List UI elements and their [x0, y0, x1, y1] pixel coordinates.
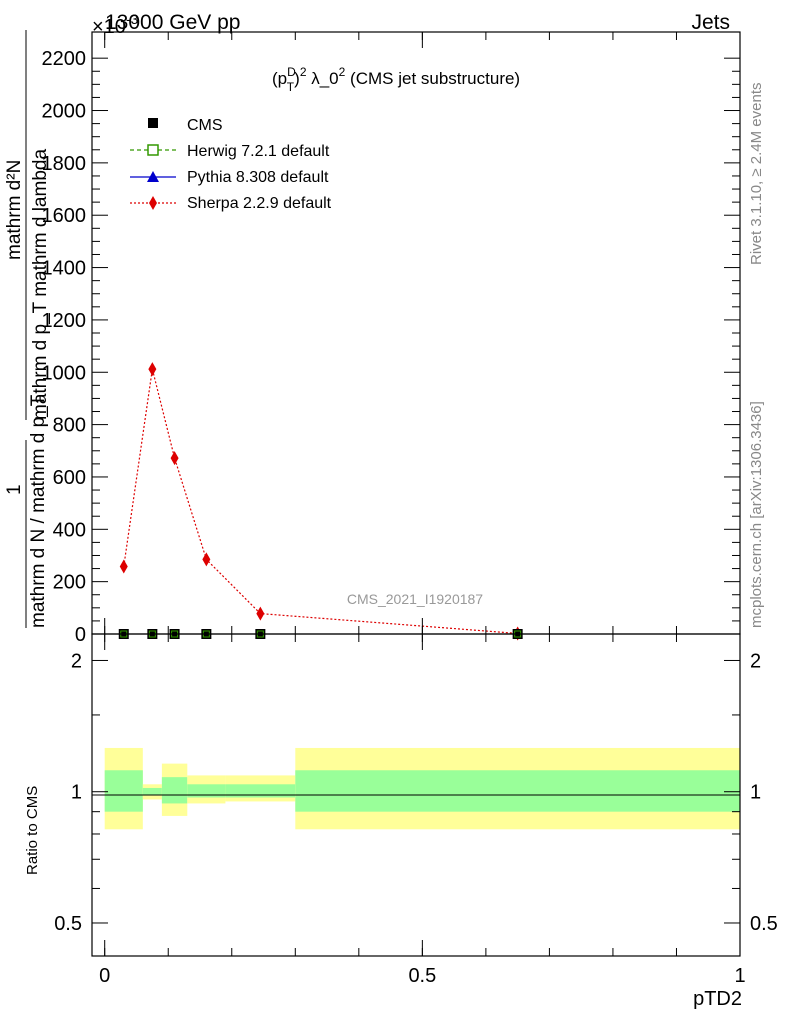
y-label-denominator: mathrm d p_T mathrm d lambda [30, 149, 51, 420]
main-plot: 0 200 400 600 800 1000 1200 1400 1600 1800 2000 220… [42, 31, 741, 646]
legend-label-pythia: Pythia 8.308 default [187, 169, 329, 186]
ratio-y-tick-label: 2 [71, 650, 82, 672]
legend-marker-herwig [147, 144, 159, 156]
main-y-tick-label: 200 [53, 572, 86, 594]
ratio-inner-band [225, 784, 296, 798]
main-y-tick-label: 600 [53, 467, 86, 489]
main-y-tick-label: 1800 [42, 153, 87, 175]
y-label-numerator: mathrm d²N [4, 160, 25, 260]
x-tick-label: 0 [99, 965, 110, 987]
plot-title: (pD T)2 λ_02 (CMS jet substructure) [272, 65, 520, 94]
ratio-y-tick-label: 1 [71, 782, 82, 804]
main-y-label: mathrm d²N mathrm d p_T mathrm d lambda … [4, 30, 51, 628]
legend-marker-cms [148, 118, 158, 128]
ratio-y-tick-label-right: 2 [750, 650, 761, 672]
x-ticks: 0 0.5 1 [99, 32, 746, 987]
ratio-y-tick-label: 0.5 [54, 913, 82, 935]
legend-marker-pythia [147, 171, 159, 182]
x-axis-label: pTD2 [693, 988, 742, 1010]
ratio-inner-band [187, 784, 226, 798]
legend-marker-sherpa [149, 196, 157, 210]
main-y-tick-label: 1200 [42, 310, 87, 332]
sherpa-point [148, 362, 157, 377]
ratio-plot-frame [91, 633, 741, 957]
ratio-inner-band [295, 770, 740, 812]
main-y-tick-label: 0 [75, 624, 86, 646]
ratio-y-label: Ratio to CMS [24, 786, 41, 875]
main-y-tick-label: 1600 [42, 205, 87, 227]
sherpa-line [123, 368, 518, 635]
ratio-inner-band [104, 770, 143, 812]
ratio-bands [104, 747, 740, 830]
main-y-tick-label: 2200 [42, 48, 87, 70]
rivet-label: Rivet 3.1.10, ≥ 2.4M events [748, 83, 765, 266]
ratio-y-tick-label-right: 0.5 [750, 913, 778, 935]
main-y-ticks: 0 200 400 600 800 1000 1200 1400 1600 1800 2000 220… [42, 48, 740, 646]
sherpa-point [170, 451, 179, 466]
ratio-inner-band [142, 787, 162, 796]
main-y-tick-label: 2000 [42, 101, 87, 123]
y-label-prefix-den: mathrm d N / mathrm d p_T [28, 394, 49, 628]
legend-label-herwig: Herwig 7.2.1 default [187, 143, 330, 160]
watermark: CMS_2021_I1920187 [347, 591, 483, 607]
header-left: 13000 GeV pp [105, 11, 240, 34]
x-tick-label: 0.5 [408, 965, 436, 987]
x-tick-label: 1 [734, 965, 745, 987]
mcplots-label: mcplots.cern.ch [arXiv:1306.3436] [748, 401, 765, 628]
ratio-y-ticks: 0.5 0.5 1 1 2 2 [54, 650, 778, 935]
legend-label-sherpa: Sherpa 2.2.9 default [187, 195, 332, 212]
main-y-tick-label: 400 [53, 519, 86, 541]
ratio-inner-band [161, 777, 188, 804]
ratio-plot: 0.5 0.51 12 2 0 0.5 1 [54, 32, 778, 987]
main-y-tick-label: 1000 [42, 362, 87, 384]
header-right: Jets [691, 11, 730, 34]
ratio-y-tick-label-right: 1 [750, 782, 761, 804]
legend: CMS Herwig 7.2.1 default Pythia 8.308 de… [130, 117, 332, 212]
main-y-tick-label: 800 [53, 415, 86, 437]
legend-label-cms: CMS [187, 117, 223, 134]
y-label-prefix-num: 1 [4, 484, 25, 495]
sherpa-point [119, 559, 128, 574]
main-y-tick-label: 1400 [42, 258, 87, 280]
sherpa-point [256, 606, 265, 621]
sherpa-point [202, 552, 211, 567]
